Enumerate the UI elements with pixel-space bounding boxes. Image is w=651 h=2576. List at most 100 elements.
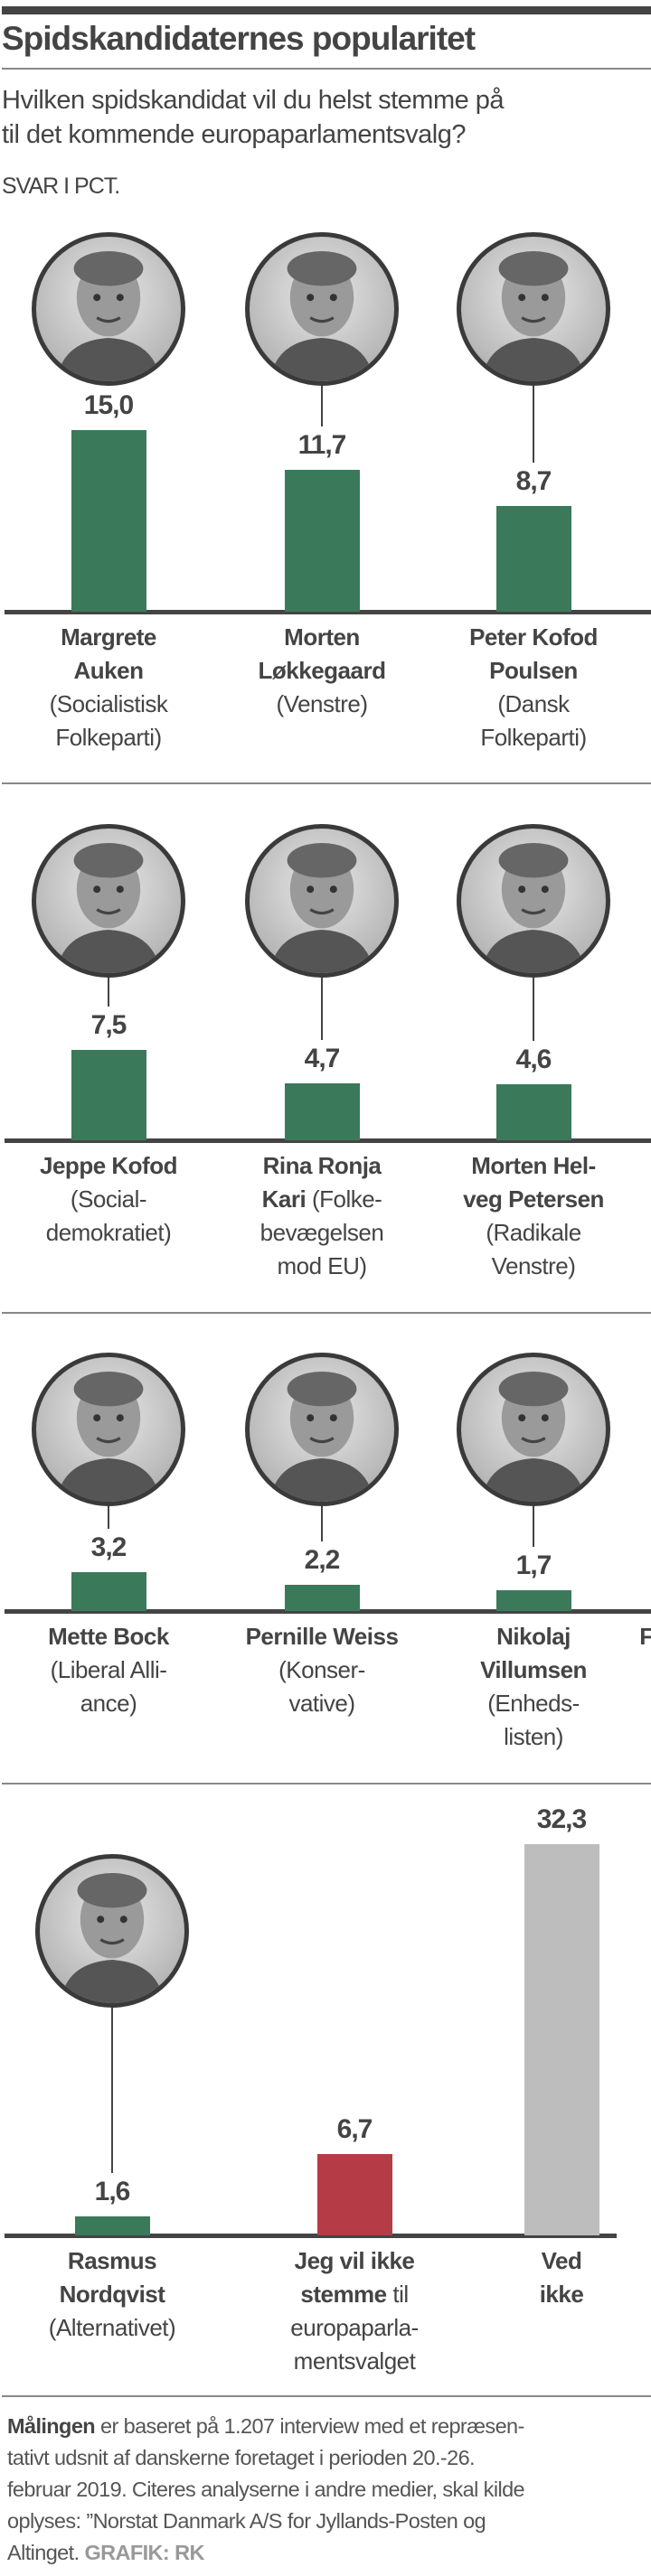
candidate-name: Morten Hel- veg Petersen [463,1152,604,1213]
candidate-name: Ved ikke [539,2247,584,2308]
party-name: (Dansk Folkeparti) [480,690,587,751]
category-label: Mette Bock (Liberal Alli- ance) [5,1620,212,1720]
party-name: (Radikale Venstre) [486,1219,581,1279]
candidate-photo [245,824,399,978]
portrait-icon [481,1372,586,1502]
portrait-icon [56,251,161,381]
party-name: (Venstre) [276,690,368,717]
portrait-icon [481,251,586,381]
portrait-icon [481,843,586,973]
bar-green [71,1049,146,1140]
value-label: 6,7 [336,2114,373,2145]
value-label: 32,3 [536,1804,587,1835]
candidate-name: F [639,1623,651,1650]
value-label: 15,0 [83,390,134,420]
party-name: (Socialistisk Folkeparti) [49,690,168,751]
category-label: F [542,1620,651,1653]
value-label: 3,2 [90,1532,127,1563]
candidate-name: Peter Kofod Poulsen [469,623,598,684]
candidate-name: Mette Bock [48,1623,169,1650]
photo-connector-line [533,1506,534,1548]
bar-green [285,1083,360,1140]
party-name: (Enheds- listen) [487,1690,580,1750]
value-label: 1,6 [94,2176,131,2206]
bar-green [496,506,571,612]
footer-lead: Målingen [7,2414,96,2438]
value-label: 7,5 [90,1009,127,1040]
candidate-name: Pernille Weiss [245,1623,399,1650]
value-label: 4,6 [515,1044,552,1075]
candidate-photo [457,232,610,386]
candidate-name: Nikolaj Villumsen [480,1623,587,1683]
category-label: Rasmus Nordqvist (Alternativet) [8,2244,216,2345]
value-label: 11,7 [297,430,347,461]
unit-label: SVAR I PCT. [2,173,120,199]
bar-gray [524,1844,599,2235]
category-label: Margrete Auken (Socialistisk Folkeparti) [5,621,212,754]
value-label: 8,7 [515,466,552,497]
bar-green [496,1084,571,1140]
party-name: (Social- demokratiet) [45,1185,172,1246]
category-label: Jeppe Kofod (Social- demokratiet) [5,1149,212,1250]
value-label: 2,2 [304,1544,341,1575]
portrait-icon [269,1372,374,1502]
chart-baseline [5,2234,617,2238]
candidate-name: Rina Ronja Kari [261,1152,382,1213]
party-name: (Liberal Alli- ance) [50,1656,167,1717]
bar-green [285,1584,360,1611]
portrait-icon [56,843,161,973]
category-label: Peter Kofod Poulsen (Dansk Folkeparti) [429,621,637,754]
candidate-photo [245,232,399,386]
photo-connector-line [108,978,109,1007]
top-rule [2,6,651,14]
candidate-name: Rasmus Nordqvist [59,2247,165,2308]
footer-note: Målingen er baseret på 1.207 interview m… [7,2411,649,2569]
category-label: Rina Ronja Kari (Folke- bevægelsen mod E… [218,1149,426,1283]
candidate-name: Morten Løkkegaard [258,623,386,684]
candidate-photo [245,1353,399,1506]
bar-green [496,1590,571,1611]
candidate-name: Margrete Auken [61,623,156,684]
bar-green [71,1572,146,1611]
candidate-photo [457,1353,610,1506]
section-divider [2,782,651,784]
value-label: 4,7 [304,1044,341,1074]
value-label: 1,7 [515,1550,552,1581]
category-label: Jeg vil ikke stemme til europaparla- men… [250,2244,458,2378]
party-name: (Konser- vative) [278,1656,365,1717]
footer-text: er baseret på 1.207 interview med et rep… [7,2414,525,2564]
bar-red [317,2154,392,2235]
candidate-photo [32,232,185,386]
photo-connector-line [533,978,534,1042]
portrait-icon [269,843,374,973]
photo-connector-line [321,1506,323,1541]
photo-connector-line [321,386,323,427]
section-divider [2,1312,651,1314]
chart-baseline [5,1138,651,1143]
portrait-icon [269,251,374,381]
photo-connector-line [321,978,323,1041]
photo-connector-line [111,2008,113,2173]
chart-baseline [5,1609,651,1614]
chart-baseline [5,610,651,614]
bar-green [71,430,146,612]
candidate-photo [32,1353,185,1506]
party-name: (Folke- bevægelsen mod EU) [259,1185,384,1279]
footer-divider [2,2395,651,2397]
portrait-icon [60,1873,165,2003]
portrait-icon [56,1372,161,1502]
bar-green [75,2215,150,2235]
category-label: Ved ikke [458,2244,651,2311]
bar-green [285,470,360,612]
category-label: Nikolaj Villumsen (Enheds- listen) [429,1620,637,1754]
category-label: Morten Hel- veg Petersen (Radikale Venst… [429,1149,637,1283]
chart-title: Spidskandidaternes popularitet [2,20,476,57]
candidate-photo [35,1854,189,2008]
candidate-name: Jeppe Kofod [40,1152,177,1179]
photo-connector-line [108,1506,109,1530]
candidate-name: Jeg vil ikke stemme [294,2247,415,2308]
section-divider [2,1783,651,1784]
category-label: Morten Løkkegaard (Venstre) [218,621,426,721]
candidate-photo [32,824,185,978]
party-name: til europaparla- mentsvalget [290,2281,419,2375]
